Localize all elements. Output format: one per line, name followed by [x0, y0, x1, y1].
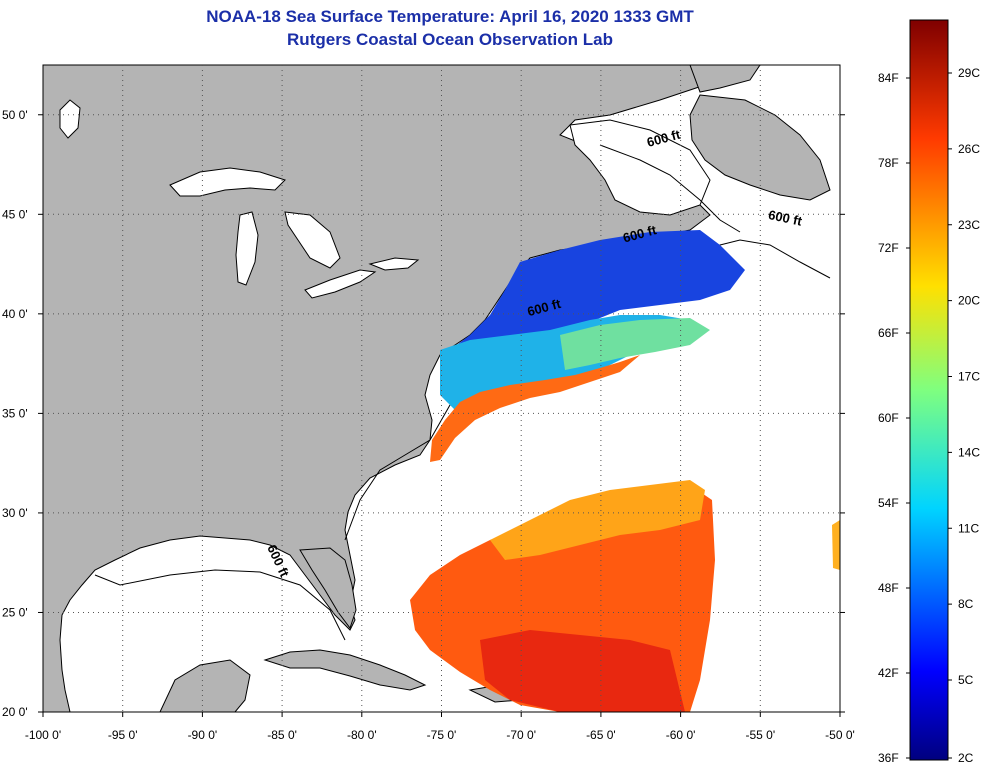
cuba-land	[263, 649, 427, 691]
gulf-shelf	[94, 569, 346, 641]
colorbar-fahrenheit-label: 66F	[878, 326, 899, 340]
colorbar-celsius-label: 23C	[958, 218, 980, 232]
colorbar-fahrenheit-label: 42F	[878, 666, 899, 680]
colorbar-celsius-label: 2C	[958, 751, 974, 765]
lat-tick-label: 40 0'	[2, 307, 28, 321]
lake-erie	[304, 269, 377, 299]
latitude-ticks: 50 0' 45 0' 40 0' 35 0' 30 0' 25 0' 20 0'	[2, 108, 845, 719]
lake-winnipeg	[59, 99, 81, 139]
lon-tick-label: -95 0'	[108, 728, 138, 742]
sst-subtropical-north	[490, 480, 705, 560]
colorbar-fahrenheit-label: 60F	[878, 411, 899, 425]
lake-superior	[169, 167, 286, 197]
map-title: NOAA-18 Sea Surface Temperature: April 1…	[206, 7, 694, 26]
lon-tick-label: -50 0'	[825, 728, 855, 742]
labrador-land	[689, 65, 761, 93]
lat-tick-label: 20 0'	[2, 705, 28, 719]
colorbar-fahrenheit-label: 48F	[878, 581, 899, 595]
colorbar-labels: 84F 78F 72F 66F 60F 54F 48F 42F 36F 29C 26C 23C 20C 1…	[878, 66, 980, 765]
lat-tick-label: 35 0'	[2, 406, 28, 420]
lon-tick-label: -55 0'	[745, 728, 775, 742]
lon-tick-label: -70 0'	[506, 728, 536, 742]
lon-tick-label: -100 0'	[25, 728, 61, 742]
lake-huron	[284, 211, 341, 269]
labrador-shelf-contour	[599, 144, 741, 233]
sst-east-edge	[832, 520, 840, 570]
colorbar-celsius-label: 20C	[958, 294, 980, 308]
lon-tick-label: -65 0'	[586, 728, 616, 742]
sst-gulf-stream	[430, 355, 640, 462]
lon-tick-label: -75 0'	[427, 728, 457, 742]
lon-tick-label: -90 0'	[188, 728, 218, 742]
lake-michigan	[235, 211, 259, 286]
colorbar-celsius-label: 14C	[958, 445, 980, 459]
colorbar-fahrenheit-label: 72F	[878, 241, 899, 255]
colorbar-celsius-label: 29C	[958, 66, 980, 80]
longitude-ticks: -100 0' -95 0' -90 0' -85 0' -80 0' -75 0' -70…	[25, 712, 855, 742]
map-subtitle: Rutgers Coastal Ocean Observation Lab	[287, 30, 613, 49]
contour-label-600ft: 600 ft	[767, 207, 804, 229]
gulf-st-lawrence	[569, 119, 711, 216]
newfoundland-land	[689, 94, 831, 201]
sst-mid-water	[560, 318, 710, 370]
colorbar-fahrenheit-label: 84F	[878, 71, 899, 85]
lake-ontario	[368, 257, 420, 271]
lat-tick-label: 45 0'	[2, 207, 28, 221]
colorbar-fahrenheit-label: 36F	[878, 751, 899, 765]
colorbar-celsius-label: 17C	[958, 370, 980, 384]
lat-tick-label: 25 0'	[2, 605, 28, 619]
lon-tick-label: -80 0'	[347, 728, 377, 742]
sst-caribbean-hot	[480, 630, 685, 712]
yucatan-land	[159, 659, 251, 712]
colorbar-celsius-label: 11C	[958, 521, 979, 535]
colorbar-celsius-label: 8C	[958, 597, 974, 611]
lat-tick-label: 30 0'	[2, 506, 28, 520]
lat-tick-label: 50 0'	[2, 108, 28, 122]
lon-tick-label: -60 0'	[666, 728, 696, 742]
lon-tick-label: -85 0'	[267, 728, 297, 742]
temperature-colorbar	[909, 19, 949, 761]
colorbar-fahrenheit-label: 78F	[878, 156, 899, 170]
colorbar-fahrenheit-label: 54F	[878, 496, 899, 510]
colorbar-celsius-label: 26C	[958, 142, 980, 156]
florida-land	[299, 547, 357, 630]
colorbar-celsius-label: 5C	[958, 673, 974, 687]
